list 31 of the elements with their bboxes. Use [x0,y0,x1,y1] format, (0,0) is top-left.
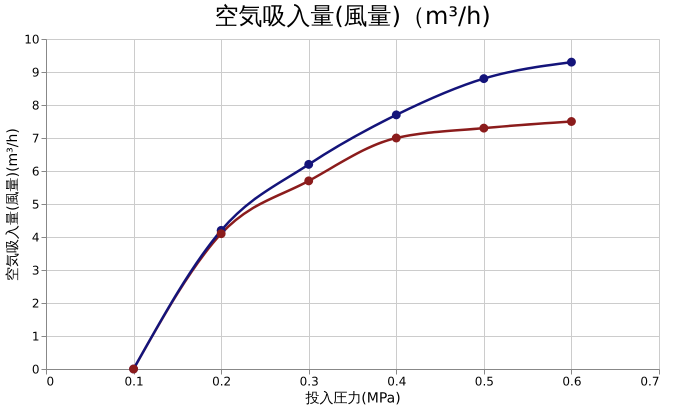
x-tick-label: 0.3 [300,374,319,388]
y-tick-label: 10 [24,32,40,46]
point [304,160,314,169]
point [392,110,401,120]
point [566,58,576,67]
y-tick-label: 7 [32,132,40,146]
x-tick-label: 0.6 [562,374,582,388]
point [392,134,401,142]
point [479,74,488,84]
y-tick-label: 1 [32,330,40,344]
y-tick-label: 6 [32,164,40,178]
y-tick-label: 3 [32,264,40,278]
y-tick-label: 5 [32,198,40,212]
y-tick-label: 4 [32,230,40,244]
y-tick-label: 8 [32,98,40,112]
x-tick-label: 0.5 [474,374,494,388]
chart-title: 空気吸入量(風量)（m³/h) [214,2,491,30]
point [304,176,314,186]
x-tick-label: 0.4 [387,374,406,388]
y-tick-label: 9 [32,66,40,80]
y-tick-label: 0 [32,362,40,376]
x-tick-label: 0 [46,374,54,388]
point [566,117,576,126]
x-tick-label: 0.1 [124,374,144,388]
y-tick-label: 2 [32,296,40,310]
point [479,124,488,133]
point [216,229,226,238]
x-axis-title: 投入圧力(MPa) [304,390,401,406]
x-tick-label: 0.7 [640,374,660,388]
x-tick-label: 0.2 [212,374,232,388]
y-axis-title: 空気吸入量(風量)(m³/h) [5,128,22,281]
